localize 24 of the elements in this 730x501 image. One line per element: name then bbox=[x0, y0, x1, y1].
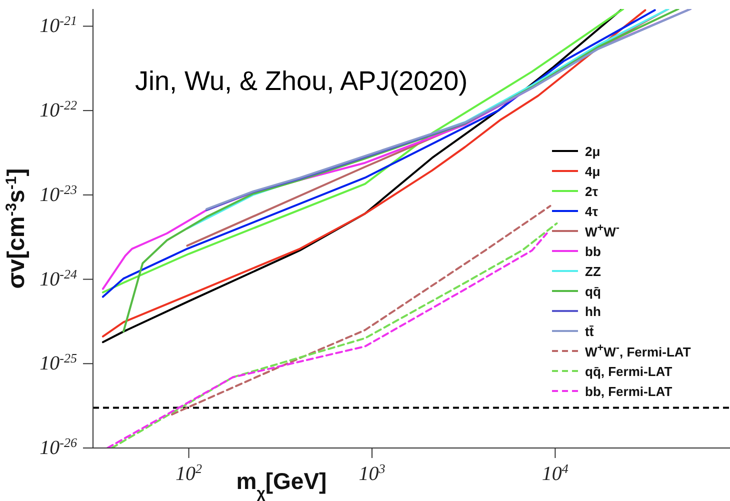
legend-label: 4τ bbox=[585, 204, 598, 218]
y-tick-label: 10$^{-23}$ bbox=[40, 181, 78, 206]
legend-label: bb, Fermi-LAT bbox=[585, 384, 672, 398]
legend-label: 2τ bbox=[585, 184, 598, 198]
legend-label: ZZ bbox=[585, 264, 601, 278]
x-tick-label: 10$^{2}$ bbox=[176, 460, 203, 485]
legend-label: 4μ bbox=[585, 164, 600, 178]
legend-label: tt̄ bbox=[585, 324, 594, 338]
y-tick-label: 10$^{-22}$ bbox=[40, 97, 78, 122]
legend-label: qq̄, Fermi-LAT bbox=[585, 364, 672, 378]
x-tick-label: 10$^{3}$ bbox=[358, 460, 386, 485]
annotation: Jin, Wu, & Zhou, APJ(2020) bbox=[135, 66, 468, 97]
x-axis-title: m$_{χ}$[GeV] bbox=[236, 468, 327, 501]
legend-label: qq̄ bbox=[585, 284, 601, 298]
y-tick-label: 10$^{-24}$ bbox=[40, 266, 78, 290]
legend-label: W$^{+}$W$^{-}$, Fermi-LAT bbox=[585, 342, 691, 360]
legend-label: 2μ bbox=[585, 144, 600, 158]
legend-label: hh bbox=[585, 304, 601, 318]
y-tick-label: 10$^{-21}$ bbox=[40, 12, 77, 38]
y-tick-label: 10$^{-26}$ bbox=[40, 434, 78, 459]
x-tick-label: 10$^{4}$ bbox=[542, 460, 569, 485]
legend-label: bb bbox=[585, 244, 601, 258]
legend-label: W$^{+}$W$^{-}$ bbox=[585, 222, 620, 240]
y-tick-label: 10$^{-25}$ bbox=[40, 350, 78, 375]
